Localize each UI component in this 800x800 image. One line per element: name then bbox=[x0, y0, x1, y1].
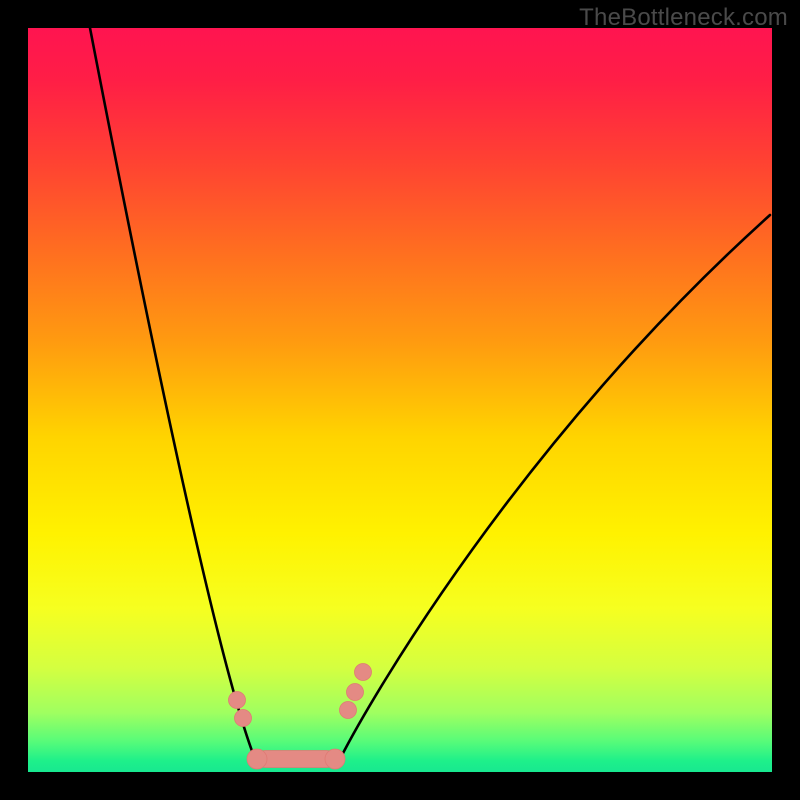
marker-bottom-end-right bbox=[325, 749, 345, 769]
marker-left-0 bbox=[229, 692, 246, 709]
chart-svg bbox=[0, 0, 800, 800]
marker-left-1 bbox=[235, 710, 252, 727]
marker-bottom-end-left bbox=[247, 749, 267, 769]
marker-right-2 bbox=[355, 664, 372, 681]
plot-background bbox=[28, 28, 772, 772]
marker-right-1 bbox=[347, 684, 364, 701]
marker-right-0 bbox=[340, 702, 357, 719]
watermark-text: TheBottleneck.com bbox=[579, 4, 788, 32]
chart-frame: TheBottleneck.com bbox=[0, 0, 800, 800]
marker-bottom-capsule bbox=[257, 751, 335, 768]
